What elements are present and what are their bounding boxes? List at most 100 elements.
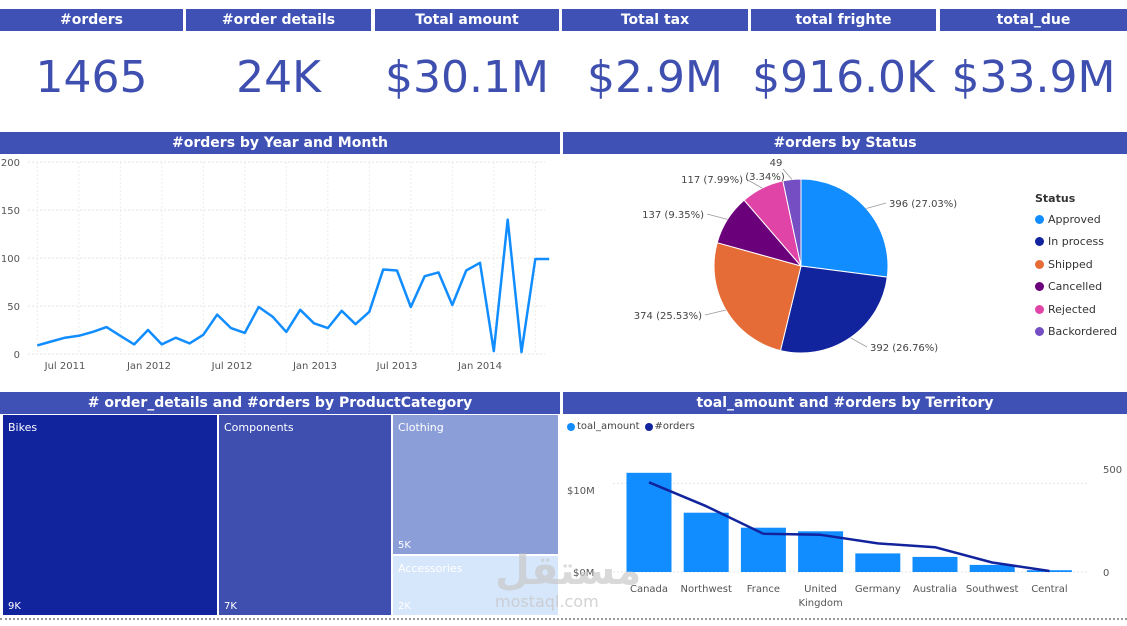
kpi-header-total-amount: Total amount: [375, 9, 559, 31]
kpi-value-total-amount: $30.1M: [385, 52, 549, 103]
legend-item-approved[interactable]: Approved: [1035, 208, 1117, 231]
treemap-title: # order_details and #orders by ProductCa…: [0, 392, 560, 414]
legend-dot-icon: [1035, 282, 1044, 292]
treemap-cell-bikes[interactable]: Bikes 9K: [2, 414, 218, 616]
x-tick-label: Jan 2013: [292, 361, 337, 372]
watermark-logo: مستقل: [495, 548, 642, 594]
legend-dot-icon: [1035, 214, 1044, 224]
pie-label-approved: 396 (27.03%): [889, 199, 957, 210]
legend-dot-icon: [1035, 237, 1044, 247]
y-tick-label: 50: [7, 302, 20, 313]
legend-label: Approved: [1048, 212, 1101, 226]
treemap-cell-value: 2K: [398, 601, 411, 612]
x-tick-label: Jul 2012: [211, 361, 253, 372]
y-right-tick-label: 500: [1103, 465, 1122, 476]
combo-chart-title: toal_amount and #orders by Territory: [563, 392, 1127, 414]
pie-chart: 396 (27.03%) 392 (26.76%) 374 (25.53%) 1…: [634, 158, 958, 354]
legend-dot-icon: [1035, 259, 1044, 269]
legend-dot-icon: [1035, 327, 1044, 337]
x-tick-label: Germany: [855, 584, 901, 595]
x-tick-label: Jul 2011: [44, 361, 86, 372]
treemap-cell-name: Components: [224, 421, 294, 434]
legend-label: Rejected: [1048, 302, 1096, 316]
kpi-value-total-tax: $2.9M: [587, 52, 723, 103]
x-tick-label: Northwest: [680, 584, 732, 595]
y-tick-label: 100: [1, 254, 20, 265]
kpi-header-order-details: #order details: [186, 9, 371, 31]
bar-australia: [912, 556, 958, 572]
legend-label-toal-amount[interactable]: toal_amount: [577, 421, 640, 432]
pie-leader-line: [866, 202, 887, 209]
x-tick-label: Jul 2013: [376, 361, 418, 372]
pie-label-rejected: 117 (7.99%): [681, 175, 743, 186]
bar-central: [1026, 570, 1072, 572]
legend-label: Cancelled: [1048, 280, 1103, 294]
treemap-cell-name: Bikes: [8, 421, 38, 434]
orders-line: [36, 218, 550, 354]
treemap: Bikes 9K Components 7K Clothing 5K Acces…: [0, 414, 560, 616]
legend-label: In process: [1048, 235, 1104, 249]
bar-northwest: [683, 512, 729, 572]
treemap-cell-accessories[interactable]: Accessories 2K: [392, 555, 559, 616]
x-tick-label: United: [804, 584, 837, 595]
y-left-tick-label: $0M: [573, 568, 594, 579]
x-tick-label: Southwest: [966, 584, 1019, 595]
legend-item-shipped[interactable]: Shipped: [1035, 253, 1117, 276]
treemap-cell-name: Accessories: [398, 562, 463, 575]
kpi-value-orders: 1465: [35, 52, 148, 103]
x-tick-label: Canada: [630, 584, 668, 595]
treemap-cell-components[interactable]: Components 7K: [218, 414, 392, 616]
x-tick-label: Jan 2014: [457, 361, 502, 372]
kpi-value-total-frighte: $916.0K: [752, 52, 935, 103]
y-tick-label: 0: [14, 350, 20, 361]
pie-label-shipped: 374 (25.53%): [634, 311, 702, 322]
pie-legend: Status Approved In process Shipped Cance…: [1035, 192, 1117, 343]
legend-label-orders[interactable]: #orders: [654, 421, 695, 432]
legend-label: Shipped: [1048, 257, 1093, 271]
y-left-tick-label: $10M: [567, 486, 595, 497]
kpi-header-total-frighte: total frighte: [751, 9, 936, 31]
treemap-cell-name: Clothing: [398, 421, 444, 434]
watermark-url: mostaql.com: [495, 592, 599, 611]
bar-southwest: [969, 564, 1015, 572]
pie-leader-line: [706, 213, 728, 220]
pie-slice-in-process: [779, 265, 888, 354]
legend-item-cancelled[interactable]: Cancelled: [1035, 276, 1117, 299]
combo-chart: $10M $0M 500 0 Canada Northwest France Unit…: [567, 465, 1122, 609]
legend-label: Backordered: [1048, 325, 1118, 339]
legend-item-backordered[interactable]: Backordered: [1035, 321, 1117, 344]
x-tick-label: Central: [1031, 584, 1067, 595]
legend-title: Status: [1035, 192, 1076, 205]
treemap-cell-value: 5K: [398, 540, 411, 551]
kpi-header-total-tax: Total tax: [562, 9, 748, 31]
pie-label-backordered-count: 49: [770, 158, 783, 169]
x-tick-label: France: [747, 584, 780, 595]
x-tick-label: Jan 2012: [126, 361, 171, 372]
kpi-header-total-due: total_due: [940, 9, 1127, 31]
pie-label-backordered-pct: (3.34%): [745, 172, 785, 183]
y-right-tick-label: 0: [1103, 568, 1109, 579]
treemap-cell-value: 9K: [8, 601, 21, 612]
pie-label-in-process: 392 (26.76%): [870, 343, 938, 354]
pie-leader-line: [850, 337, 868, 348]
x-tick-label: Australia: [913, 584, 957, 595]
kpi-value-total-due: $33.9M: [951, 52, 1116, 103]
legend-dot-icon: [567, 422, 575, 431]
pie-label-cancelled: 137 (9.35%): [642, 210, 704, 221]
line-chart-title: #orders by Year and Month: [0, 132, 560, 154]
legend-item-rejected[interactable]: Rejected: [1035, 298, 1117, 321]
legend-dot-icon: [1035, 304, 1044, 314]
line-chart: 200 150 100 50 0 Jul 2011 Jan 2012 Jul 2…: [1, 158, 550, 372]
kpi-header-orders: #orders: [0, 9, 183, 31]
y-tick-label: 150: [1, 206, 20, 217]
treemap-cell-clothing[interactable]: Clothing 5K: [392, 414, 559, 555]
treemap-cell-value: 7K: [224, 601, 237, 612]
legend-item-in-process[interactable]: In process: [1035, 231, 1117, 254]
bar-germany: [855, 553, 901, 572]
orders-line: [648, 481, 1050, 573]
y-tick-label: 200: [1, 158, 20, 169]
pie-slice-approved: [800, 178, 889, 278]
legend-dot-icon: [644, 422, 653, 431]
pie-leader-line: [782, 168, 793, 180]
combo-legend: toal_amount #orders: [567, 421, 695, 432]
